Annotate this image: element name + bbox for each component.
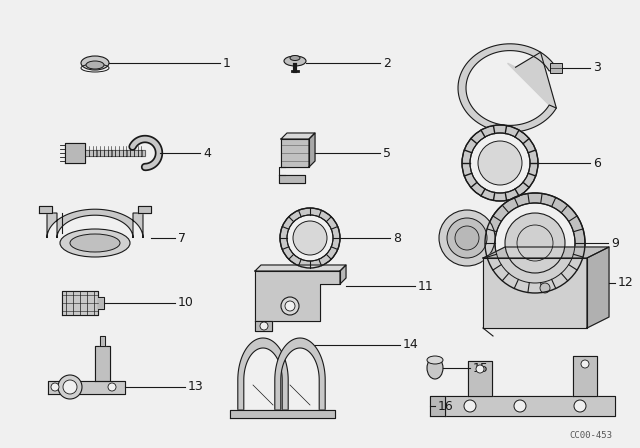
Polygon shape: [483, 247, 609, 258]
Text: 9: 9: [611, 237, 619, 250]
Circle shape: [505, 213, 565, 273]
Circle shape: [478, 141, 522, 185]
Polygon shape: [279, 175, 305, 183]
Text: 14: 14: [403, 339, 419, 352]
Polygon shape: [255, 321, 272, 331]
Ellipse shape: [290, 56, 300, 60]
Polygon shape: [126, 150, 131, 156]
Ellipse shape: [70, 234, 120, 252]
Polygon shape: [115, 150, 119, 156]
Polygon shape: [255, 265, 346, 271]
Wedge shape: [462, 125, 538, 201]
Circle shape: [51, 383, 59, 391]
Polygon shape: [430, 396, 445, 416]
Circle shape: [581, 360, 589, 368]
Polygon shape: [95, 346, 110, 381]
Polygon shape: [100, 150, 104, 156]
Polygon shape: [230, 410, 335, 418]
Circle shape: [285, 301, 295, 311]
Circle shape: [514, 400, 526, 412]
Polygon shape: [138, 206, 151, 213]
Polygon shape: [48, 381, 125, 394]
Polygon shape: [483, 258, 587, 328]
Text: 8: 8: [393, 232, 401, 245]
Text: 6: 6: [593, 156, 601, 169]
Polygon shape: [119, 150, 123, 156]
Ellipse shape: [81, 56, 109, 70]
Polygon shape: [98, 297, 104, 309]
Polygon shape: [472, 232, 485, 251]
Polygon shape: [62, 291, 98, 315]
Text: 11: 11: [418, 280, 434, 293]
Polygon shape: [111, 150, 115, 156]
Text: 2: 2: [383, 56, 391, 69]
Text: 5: 5: [383, 146, 391, 159]
Text: 7: 7: [178, 232, 186, 245]
Wedge shape: [280, 208, 340, 268]
Wedge shape: [485, 193, 585, 293]
Text: 15: 15: [473, 362, 489, 375]
Polygon shape: [39, 206, 52, 213]
Polygon shape: [340, 265, 346, 284]
Polygon shape: [89, 150, 93, 156]
Text: 12: 12: [618, 276, 634, 289]
Text: CC00-453: CC00-453: [569, 431, 612, 440]
Polygon shape: [445, 396, 615, 416]
Ellipse shape: [427, 356, 443, 364]
Polygon shape: [47, 209, 143, 238]
Polygon shape: [141, 150, 145, 156]
Polygon shape: [108, 150, 111, 156]
Ellipse shape: [86, 61, 104, 69]
Polygon shape: [309, 133, 315, 167]
Polygon shape: [85, 150, 89, 156]
Ellipse shape: [284, 56, 306, 66]
Circle shape: [260, 322, 268, 330]
Polygon shape: [93, 150, 97, 156]
Polygon shape: [281, 133, 315, 139]
Circle shape: [293, 221, 327, 255]
Polygon shape: [100, 336, 105, 346]
Bar: [550, 63, 563, 73]
Circle shape: [455, 226, 479, 250]
Text: 1: 1: [223, 56, 231, 69]
Circle shape: [58, 375, 82, 399]
Circle shape: [464, 400, 476, 412]
Text: 10: 10: [178, 297, 194, 310]
Polygon shape: [130, 150, 134, 156]
Polygon shape: [134, 150, 138, 156]
Circle shape: [439, 210, 495, 266]
Polygon shape: [458, 44, 556, 132]
Polygon shape: [255, 271, 340, 321]
Polygon shape: [238, 338, 288, 410]
Polygon shape: [275, 338, 325, 410]
Circle shape: [447, 218, 487, 258]
Text: 3: 3: [593, 61, 601, 74]
Circle shape: [540, 283, 550, 293]
Text: 4: 4: [203, 146, 211, 159]
Ellipse shape: [60, 229, 130, 257]
Circle shape: [574, 400, 586, 412]
Polygon shape: [281, 139, 309, 167]
Polygon shape: [573, 356, 597, 396]
Ellipse shape: [427, 357, 443, 379]
Text: 16: 16: [438, 400, 454, 413]
Text: 13: 13: [188, 380, 204, 393]
Polygon shape: [468, 361, 492, 396]
Polygon shape: [65, 143, 85, 163]
Polygon shape: [122, 150, 127, 156]
Circle shape: [281, 297, 299, 315]
Polygon shape: [104, 150, 108, 156]
Polygon shape: [508, 52, 556, 108]
Polygon shape: [587, 247, 609, 328]
Polygon shape: [138, 150, 141, 156]
Circle shape: [108, 383, 116, 391]
Circle shape: [476, 365, 484, 373]
Polygon shape: [96, 150, 100, 156]
Circle shape: [63, 380, 77, 394]
